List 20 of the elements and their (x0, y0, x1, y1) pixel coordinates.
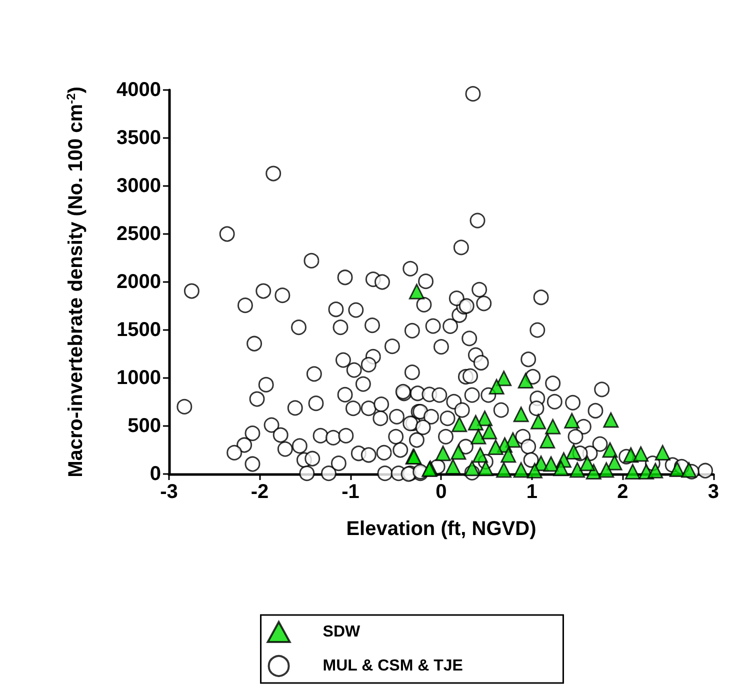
x-tick-label: -1 (342, 481, 360, 503)
legend-label: MUL & CSM & TJE (322, 658, 464, 674)
y-tick-label: 1500 (116, 319, 161, 341)
x-tick-label: 0 (436, 481, 447, 503)
y-axis-title: Macro-invertebrate density (No. 100 cm-2) (64, 86, 87, 478)
y-tick-label: 1000 (116, 367, 161, 389)
y-tick-label: 500 (128, 415, 161, 437)
x-tick-label: -2 (250, 481, 269, 503)
y-tick-label: 2000 (116, 271, 161, 293)
y-tick-label: 2500 (116, 223, 161, 245)
x-tick-label: 1 (526, 481, 538, 503)
y-tick-label: 3500 (116, 127, 161, 149)
y-tick-label: 0 (150, 463, 161, 485)
y-tick-label: 4000 (116, 79, 161, 101)
y-tick-label: 3000 (116, 175, 161, 197)
x-axis-title: Elevation (ft, NGVD) (346, 518, 536, 540)
x-tick-label: 2 (617, 481, 628, 503)
legend-label: SDW (322, 624, 362, 640)
x-tick-label: 3 (708, 481, 719, 503)
x-tick-label: -3 (160, 481, 178, 503)
